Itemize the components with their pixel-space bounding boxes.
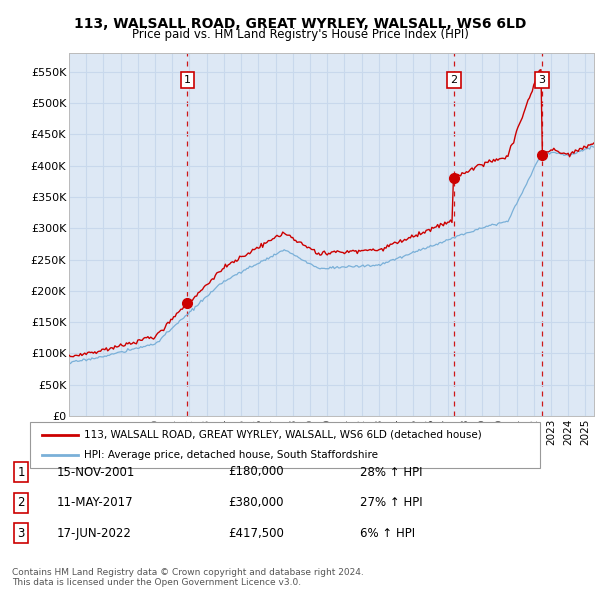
Text: 3: 3 [17, 527, 25, 540]
Text: 113, WALSALL ROAD, GREAT WYRLEY, WALSALL, WS6 6LD: 113, WALSALL ROAD, GREAT WYRLEY, WALSALL… [74, 17, 526, 31]
Text: Price paid vs. HM Land Registry's House Price Index (HPI): Price paid vs. HM Land Registry's House … [131, 28, 469, 41]
Text: Contains HM Land Registry data © Crown copyright and database right 2024.: Contains HM Land Registry data © Crown c… [12, 568, 364, 577]
Text: £180,000: £180,000 [228, 466, 284, 478]
Text: 113, WALSALL ROAD, GREAT WYRLEY, WALSALL, WS6 6LD (detached house): 113, WALSALL ROAD, GREAT WYRLEY, WALSALL… [84, 430, 482, 440]
Text: 17-JUN-2022: 17-JUN-2022 [57, 527, 132, 540]
Text: 27% ↑ HPI: 27% ↑ HPI [360, 496, 422, 509]
Text: 6% ↑ HPI: 6% ↑ HPI [360, 527, 415, 540]
Text: 15-NOV-2001: 15-NOV-2001 [57, 466, 136, 478]
Text: This data is licensed under the Open Government Licence v3.0.: This data is licensed under the Open Gov… [12, 578, 301, 588]
Text: 28% ↑ HPI: 28% ↑ HPI [360, 466, 422, 478]
Text: 1: 1 [184, 75, 191, 85]
Text: £417,500: £417,500 [228, 527, 284, 540]
Text: £380,000: £380,000 [228, 496, 284, 509]
Text: 1: 1 [17, 466, 25, 478]
Text: 2: 2 [451, 75, 457, 85]
Text: 2: 2 [17, 496, 25, 509]
Text: 3: 3 [538, 75, 545, 85]
Text: 11-MAY-2017: 11-MAY-2017 [57, 496, 134, 509]
Text: HPI: Average price, detached house, South Staffordshire: HPI: Average price, detached house, Sout… [84, 451, 378, 460]
